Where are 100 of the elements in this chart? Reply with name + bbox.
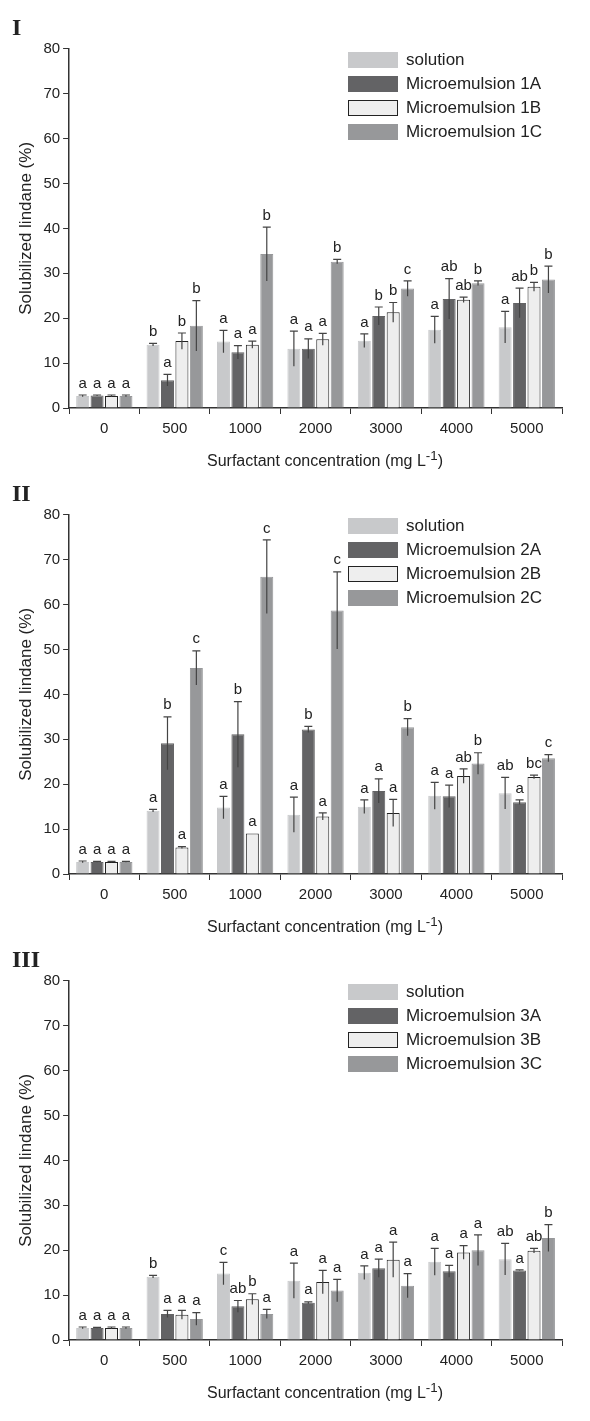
legend-label: Microemulsion 3A: [405, 1006, 542, 1026]
y-tick-label: 60: [43, 1060, 61, 1078]
data-label: b: [473, 731, 483, 749]
data-label: c: [219, 1240, 228, 1258]
data-label: c: [544, 733, 553, 751]
data-label: a: [148, 787, 158, 805]
legend-label: Microemulsion 1A: [405, 74, 542, 94]
x-tick-label: 0: [100, 419, 109, 437]
x-tick-label: 5000: [510, 419, 544, 437]
data-label: bc: [526, 753, 543, 771]
data-label: b: [148, 321, 158, 339]
data-label: a: [163, 352, 173, 370]
data-label: a: [360, 778, 370, 796]
x-tick-label: 0: [100, 1351, 109, 1369]
x-tick-label: 2000: [298, 419, 333, 437]
data-label: c: [333, 550, 342, 568]
y-tick-label: 30: [43, 263, 61, 281]
y-tick-label: 20: [43, 774, 61, 792]
data-label: a: [107, 840, 117, 858]
data-label: a: [304, 1280, 314, 1298]
data-label: a: [430, 295, 440, 313]
data-label: a: [177, 825, 187, 843]
data-label: b: [544, 244, 553, 262]
data-label: a: [92, 1306, 102, 1324]
data-label: ab: [496, 1222, 514, 1240]
data-label: a: [473, 1213, 483, 1231]
y-axis-title: Solubilized lindane (%): [15, 1073, 35, 1247]
data-label: a: [318, 1249, 328, 1267]
data-label: a: [360, 1244, 370, 1262]
y-tick-label: 20: [43, 1240, 61, 1258]
data-label: a: [289, 1241, 299, 1259]
y-tick-label: 80: [43, 504, 61, 522]
y-axis-title: Solubilized lindane (%): [15, 607, 35, 781]
data-label: a: [333, 1258, 343, 1276]
data-label: a: [78, 1305, 88, 1323]
data-label: a: [121, 840, 131, 858]
y-tick-label: 0: [51, 398, 61, 416]
y-tick-label: 70: [43, 83, 61, 101]
legend-label: solution: [405, 50, 465, 70]
data-label: a: [78, 839, 88, 857]
data-label: a: [78, 373, 88, 391]
data-label: a: [262, 1288, 272, 1306]
data-label: a: [192, 1291, 202, 1309]
y-tick-label: 0: [51, 1330, 61, 1348]
data-label: a: [107, 1305, 117, 1323]
y-tick-label: 10: [43, 819, 61, 837]
chart-title: III: [12, 945, 41, 972]
data-label: a: [289, 309, 299, 327]
x-tick-label: 4000: [439, 1351, 474, 1369]
y-tick-label: 20: [43, 308, 61, 326]
y-tick-label: 50: [43, 1105, 61, 1123]
legend-label: Microemulsion 2A: [405, 540, 542, 560]
data-label: b: [473, 259, 483, 277]
chart-title: II: [12, 479, 31, 506]
legend-label: solution: [405, 982, 465, 1002]
data-label: a: [107, 373, 117, 391]
x-tick-label: 4000: [439, 419, 474, 437]
data-label: a: [374, 757, 384, 775]
legend-label: Microemulsion 3B: [405, 1030, 542, 1050]
data-label: a: [459, 1224, 469, 1242]
data-label: ab: [525, 1227, 543, 1245]
y-tick-label: 10: [43, 1285, 61, 1303]
data-label: b: [389, 281, 398, 299]
chart-title: I: [12, 13, 22, 40]
y-tick-label: 40: [43, 1150, 61, 1168]
data-label: ab: [440, 257, 458, 275]
data-label: a: [389, 1220, 398, 1238]
data-label: b: [333, 238, 342, 256]
data-label: a: [444, 1244, 454, 1262]
y-tick-label: 40: [43, 684, 61, 702]
data-label: b: [148, 1253, 158, 1271]
x-tick-label: 1000: [228, 1351, 262, 1369]
x-tick-label: 500: [162, 1351, 188, 1369]
legend-label: Microemulsion 1C: [405, 122, 542, 142]
x-tick-label: 3000: [369, 1351, 403, 1369]
x-tick-label: 5000: [510, 1351, 544, 1369]
x-tick-label: 3000: [369, 419, 403, 437]
data-label: b: [403, 697, 412, 715]
data-label: a: [233, 324, 243, 342]
data-label: a: [92, 840, 102, 858]
x-axis-title: Surfactant concentration (mg L$^{-1}$): [206, 1380, 444, 1404]
y-tick-label: 60: [43, 594, 61, 612]
x-tick-label: 1000: [228, 419, 262, 437]
y-tick-label: 80: [43, 970, 61, 988]
data-label: b: [529, 260, 539, 278]
legend-label: solution: [405, 516, 465, 536]
data-label: ab: [229, 1279, 247, 1297]
data-label: a: [248, 319, 258, 337]
data-label: b: [177, 311, 187, 329]
y-tick-label: 50: [43, 173, 61, 191]
data-label: a: [248, 812, 258, 830]
x-tick-label: 0: [100, 885, 109, 903]
data-label: b: [163, 695, 172, 713]
y-tick-label: 30: [43, 729, 61, 747]
data-label: b: [192, 279, 201, 297]
data-label: a: [219, 308, 229, 326]
x-tick-label: 2000: [298, 885, 333, 903]
data-label: a: [121, 1305, 131, 1323]
x-tick-label: 3000: [369, 885, 403, 903]
y-tick-label: 60: [43, 128, 61, 146]
